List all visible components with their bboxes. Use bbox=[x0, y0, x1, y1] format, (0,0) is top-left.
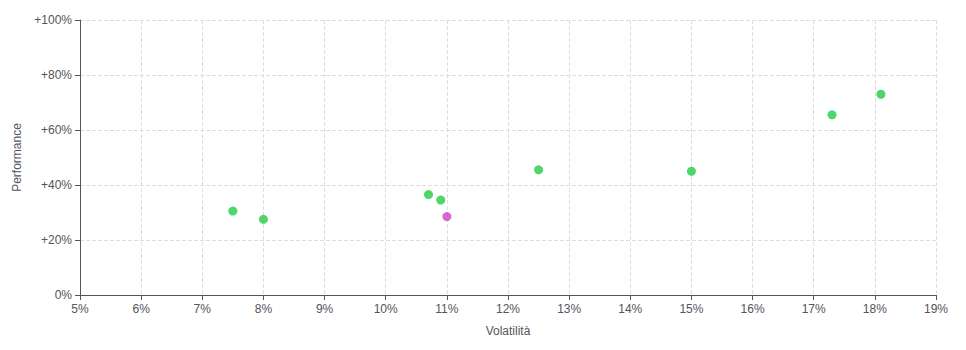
svg-text:15%: 15% bbox=[679, 302, 703, 316]
svg-text:10%: 10% bbox=[374, 302, 398, 316]
svg-text:+40%: +40% bbox=[41, 178, 72, 192]
svg-text:11%: 11% bbox=[435, 302, 458, 316]
svg-text:Performance: Performance bbox=[10, 123, 24, 192]
svg-text:+80%: +80% bbox=[41, 68, 72, 82]
svg-text:6%: 6% bbox=[132, 302, 150, 316]
svg-text:7%: 7% bbox=[194, 302, 212, 316]
svg-text:Volatilità: Volatilità bbox=[486, 324, 531, 338]
svg-text:14%: 14% bbox=[618, 302, 642, 316]
svg-text:8%: 8% bbox=[255, 302, 273, 316]
svg-text:5%: 5% bbox=[71, 302, 89, 316]
svg-text:+20%: +20% bbox=[41, 233, 72, 247]
svg-text:0%: 0% bbox=[55, 288, 73, 302]
svg-text:17%: 17% bbox=[802, 302, 826, 316]
svg-text:18%: 18% bbox=[863, 302, 887, 316]
svg-text:12%: 12% bbox=[496, 302, 520, 316]
svg-text:+100%: +100% bbox=[34, 13, 72, 27]
svg-text:+60%: +60% bbox=[41, 123, 72, 137]
svg-text:9%: 9% bbox=[316, 302, 334, 316]
svg-text:16%: 16% bbox=[741, 302, 765, 316]
svg-text:19%: 19% bbox=[924, 302, 948, 316]
svg-text:13%: 13% bbox=[557, 302, 581, 316]
